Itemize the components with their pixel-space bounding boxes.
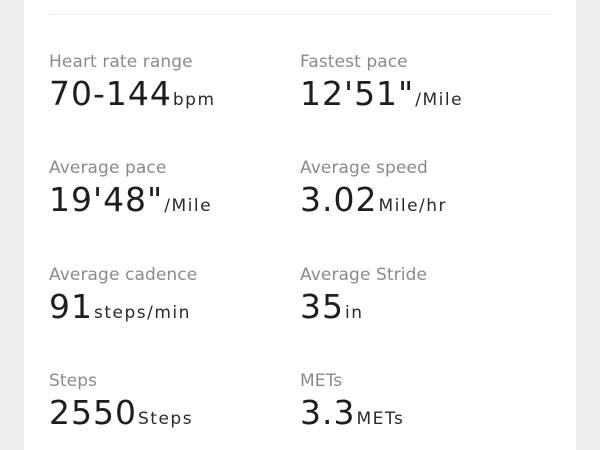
stat-unit: /Mile	[415, 90, 464, 110]
stat-label: METs	[300, 371, 343, 391]
stat-unit: bpm	[172, 90, 216, 110]
stat-value-row: 35in	[300, 287, 364, 326]
stat-label: Fastest pace	[300, 52, 408, 72]
stat-value: 91	[49, 287, 93, 326]
stat-value-row: 91steps/min	[49, 287, 191, 326]
stat-unit: Mile/hr	[378, 196, 448, 216]
stat-label: Heart rate range	[49, 52, 193, 72]
stat-label: Average speed	[300, 158, 428, 178]
stat-value: 19'48"	[49, 180, 164, 219]
stat-value-row: 3.3METs	[300, 393, 404, 432]
stat-unit: in	[345, 303, 364, 323]
stat-unit: METs	[356, 409, 405, 429]
divider	[49, 14, 552, 15]
stat-value-row: 3.02Mile/hr	[300, 180, 447, 219]
stat-value: 35	[300, 287, 344, 326]
stat-unit: /Mile	[164, 196, 213, 216]
stat-label: Average Stride	[300, 265, 428, 285]
stat-unit: Steps	[137, 409, 194, 429]
stat-label: Steps	[49, 371, 98, 391]
stat-label: Average pace	[49, 158, 167, 178]
stat-value: 2550	[49, 393, 137, 432]
stat-value: 70-144	[49, 74, 172, 113]
stat-unit: steps/min	[94, 303, 191, 323]
workout-stats-card: Heart rate range 70-144bpm Fastest pace …	[24, 0, 576, 450]
stat-value-row: 70-144bpm	[49, 74, 216, 113]
stat-value-row: 12'51"/Mile	[300, 74, 463, 113]
stat-value-row: 2550Steps	[49, 393, 193, 432]
stat-value: 12'51"	[300, 74, 415, 113]
stat-value-row: 19'48"/Mile	[49, 180, 212, 219]
stat-label: Average cadence	[49, 265, 198, 285]
stat-value: 3.02	[300, 180, 378, 219]
stat-value: 3.3	[300, 393, 356, 432]
